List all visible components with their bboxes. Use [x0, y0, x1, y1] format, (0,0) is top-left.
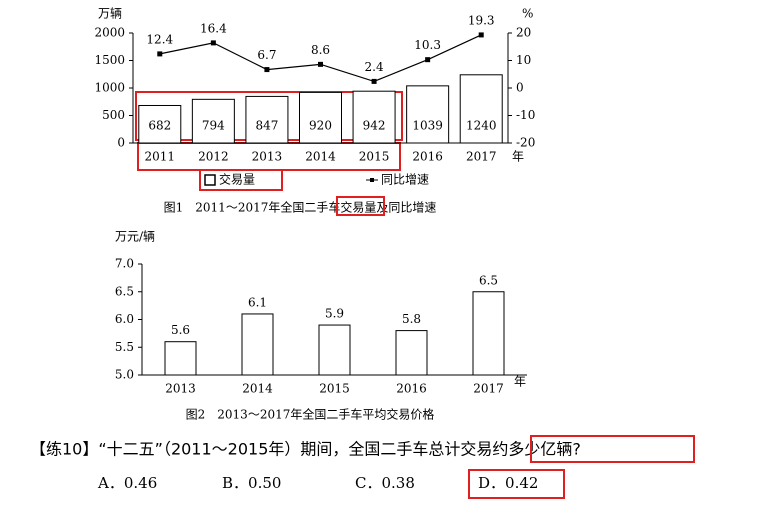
marker — [425, 57, 431, 63]
y-axis-label: 万元/辆 — [115, 230, 155, 244]
legend-swatch — [204, 174, 216, 186]
y2-tick-label: -10 — [516, 108, 535, 122]
y-tick-label: 0 — [117, 136, 125, 150]
y-tick-label: 5.0 — [115, 368, 134, 382]
bar — [191, 98, 235, 144]
y2-tick-label: 10 — [516, 53, 531, 67]
data-label: 19.3 — [468, 13, 495, 27]
bar — [318, 324, 351, 376]
bar — [352, 90, 396, 144]
x-tick-label: 2012 — [198, 150, 229, 164]
data-label: 920 — [309, 119, 332, 133]
data-label: 942 — [363, 119, 386, 133]
y2-tick-label: 20 — [516, 26, 531, 40]
y-axis-label: 万辆 — [98, 7, 122, 21]
marker — [264, 67, 270, 73]
legend-swatch — [370, 178, 374, 182]
data-label: 1039 — [412, 119, 443, 133]
x-axis-label: 年 — [514, 375, 526, 389]
marker — [210, 40, 216, 46]
x-tick-label: 2015 — [359, 150, 390, 164]
option[interactable]: D．0.42 — [478, 474, 538, 492]
highlight-box — [336, 196, 385, 216]
y-tick-label: 5.5 — [115, 340, 134, 354]
data-label: 16.4 — [200, 21, 227, 35]
x-axis-label: 年 — [512, 150, 524, 164]
x-tick-label: 2011 — [145, 150, 176, 164]
y2-tick-label: 0 — [516, 81, 524, 95]
y-tick-label: 1000 — [94, 81, 125, 95]
bar — [245, 95, 289, 144]
x-tick-label: 2015 — [319, 382, 350, 396]
data-label: 1240 — [466, 119, 497, 133]
question: 【练10】“十二五”（2011～2015年）期间，全国二手车总计交易约多少亿辆? — [30, 440, 581, 459]
y-tick-label: 1500 — [94, 53, 125, 67]
legend-label: 交易量 — [219, 172, 255, 187]
highlight-box — [468, 469, 565, 499]
marker — [157, 51, 163, 57]
bar — [459, 74, 503, 144]
x-tick-label: 2017 — [473, 382, 504, 396]
data-label: 847 — [255, 119, 278, 133]
bar — [138, 104, 182, 144]
bar — [299, 91, 342, 144]
y2-axis-label: % — [522, 7, 533, 21]
x-tick-label: 2014 — [242, 382, 273, 396]
x-tick-label: 2016 — [396, 382, 427, 396]
marker — [478, 32, 484, 38]
bar — [241, 313, 274, 376]
data-label: 5.9 — [325, 307, 344, 321]
caption: 图2 2013～2017年全国二手车平均交易价格 — [186, 407, 435, 422]
bar — [395, 330, 428, 376]
data-label: 6.7 — [257, 48, 276, 62]
y-tick-label: 500 — [102, 108, 125, 122]
y-tick-label: 6.5 — [115, 284, 134, 298]
x-tick-label: 2013 — [252, 150, 283, 164]
data-label: 5.6 — [171, 323, 190, 337]
data-label: 682 — [148, 119, 171, 133]
y-tick-label: 2000 — [94, 26, 125, 40]
caption: 图1 2011～2017年全国二手车交易量及同比增速 — [164, 200, 437, 215]
data-label: 794 — [202, 119, 225, 133]
marker — [371, 78, 377, 84]
x-tick-label: 2017 — [466, 150, 497, 164]
bar — [164, 341, 197, 376]
data-label: 12.4 — [146, 32, 173, 46]
highlight-box — [530, 435, 695, 463]
option[interactable]: A．0.46 — [97, 474, 157, 492]
legend-label: 同比增速 — [381, 173, 429, 187]
bar — [472, 291, 505, 376]
marker — [318, 61, 323, 67]
data-label: 10.3 — [414, 38, 441, 52]
y-tick-label: 7.0 — [115, 257, 134, 271]
option[interactable]: C．0.38 — [355, 474, 415, 492]
data-label: 6.1 — [248, 295, 267, 309]
y-tick-label: 6.0 — [115, 312, 134, 326]
data-label: 5.8 — [402, 312, 421, 326]
highlight-box — [199, 169, 283, 191]
bar — [406, 85, 450, 144]
x-tick-label: 2016 — [412, 150, 443, 164]
y2-tick-label: -20 — [516, 136, 535, 150]
x-tick-label: 2014 — [305, 150, 336, 164]
data-label: 8.6 — [311, 43, 330, 57]
data-label: 2.4 — [365, 60, 384, 74]
data-label: 6.5 — [479, 273, 498, 287]
option[interactable]: B．0.50 — [222, 474, 281, 492]
x-tick-label: 2013 — [165, 382, 196, 396]
